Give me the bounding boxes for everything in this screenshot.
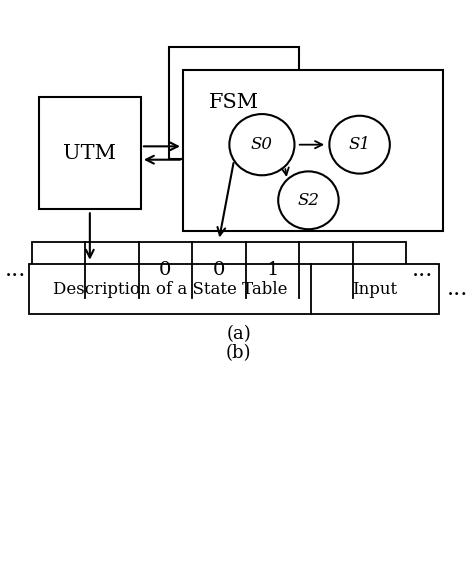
Text: (b): (b) <box>226 345 251 362</box>
Text: S0: S0 <box>251 136 273 153</box>
FancyBboxPatch shape <box>183 70 443 231</box>
FancyBboxPatch shape <box>39 97 141 209</box>
Text: Input: Input <box>352 281 397 298</box>
Text: ...: ... <box>412 259 433 281</box>
Text: S2: S2 <box>298 192 319 209</box>
Ellipse shape <box>229 114 294 175</box>
Text: ...: ... <box>5 259 26 281</box>
Text: S1: S1 <box>348 136 371 153</box>
Ellipse shape <box>278 171 338 229</box>
Text: Description of a State Table: Description of a State Table <box>53 281 287 298</box>
Text: FSM: FSM <box>209 93 259 112</box>
Text: 0: 0 <box>159 261 172 279</box>
Text: ...: ... <box>447 278 468 300</box>
Text: 1: 1 <box>266 261 279 279</box>
Text: UTM: UTM <box>64 143 116 162</box>
Ellipse shape <box>329 116 390 174</box>
Text: (a): (a) <box>226 325 251 343</box>
FancyBboxPatch shape <box>169 47 299 158</box>
FancyBboxPatch shape <box>29 264 438 314</box>
FancyBboxPatch shape <box>32 242 406 298</box>
Text: 0: 0 <box>213 261 225 279</box>
